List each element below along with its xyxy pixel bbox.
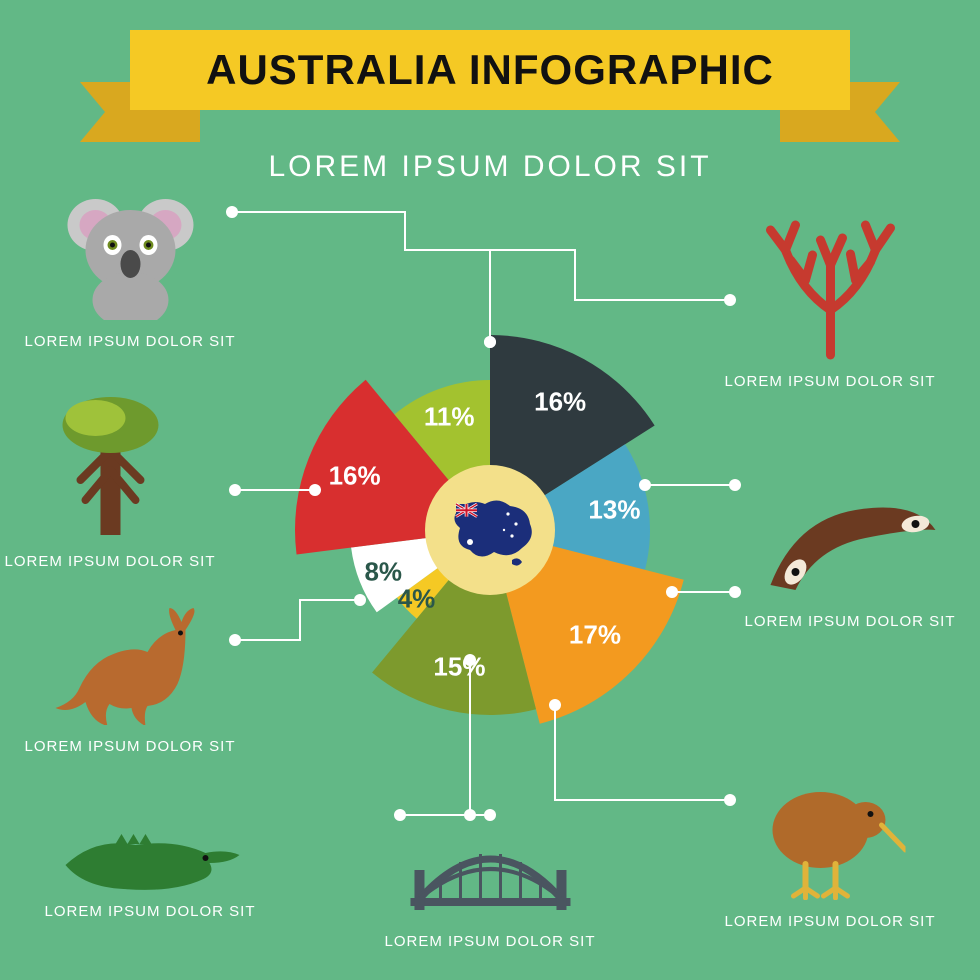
ribbon-title: AUSTRALIA INFOGRAPHIC [130,30,850,110]
item-kangaroo: LOREM IPSUM DOLOR SIT [24,605,235,755]
item-caption-boomerang: LOREM IPSUM DOLOR SIT [744,613,955,630]
item-kiwi: LOREM IPSUM DOLOR SIT [724,770,935,930]
item-caption-coral: LOREM IPSUM DOLOR SIT [724,373,935,390]
pie-slice-label-4: 4% [398,584,436,615]
croc-icon [44,820,255,895]
koala-icon [24,190,235,325]
item-caption-tree: LOREM IPSUM DOLOR SIT [4,553,215,570]
bridge-icon [384,830,595,925]
item-koala: LOREM IPSUM DOLOR SIT [24,190,235,350]
item-bridge: LOREM IPSUM DOLOR SIT [384,830,595,950]
item-croc: LOREM IPSUM DOLOR SIT [44,820,255,920]
item-caption-kiwi: LOREM IPSUM DOLOR SIT [724,913,935,930]
coral-icon [724,210,935,365]
pie-slice-label-6: 16% [329,461,381,492]
pie-slice-label-1: 13% [588,495,640,526]
tree-icon [4,390,215,545]
item-caption-bridge: LOREM IPSUM DOLOR SIT [384,933,595,950]
pie-slice-label-7: 11% [424,401,475,432]
infographic-stage: AUSTRALIA INFOGRAPHIC LOREM IPSUM DOLOR S… [0,0,980,980]
kangaroo-icon [24,605,235,730]
item-caption-koala: LOREM IPSUM DOLOR SIT [24,333,235,350]
item-tree: LOREM IPSUM DOLOR SIT [4,390,215,570]
item-boomerang: LOREM IPSUM DOLOR SIT [744,490,955,630]
center-badge-australia-icon [425,465,555,595]
pie-slice-label-2: 17% [569,619,621,650]
item-coral: LOREM IPSUM DOLOR SIT [724,210,935,390]
pie-slice-label-5: 8% [364,557,402,588]
pie-slice-label-3: 15% [433,651,485,682]
item-caption-croc: LOREM IPSUM DOLOR SIT [44,903,255,920]
kiwi-icon [724,770,935,905]
item-caption-kangaroo: LOREM IPSUM DOLOR SIT [24,738,235,755]
pie-slice-label-0: 16% [534,387,586,418]
title-ribbon: AUSTRALIA INFOGRAPHIC [130,30,850,130]
boomerang-icon [744,490,955,605]
subtitle: LOREM IPSUM DOLOR SIT [0,150,980,184]
